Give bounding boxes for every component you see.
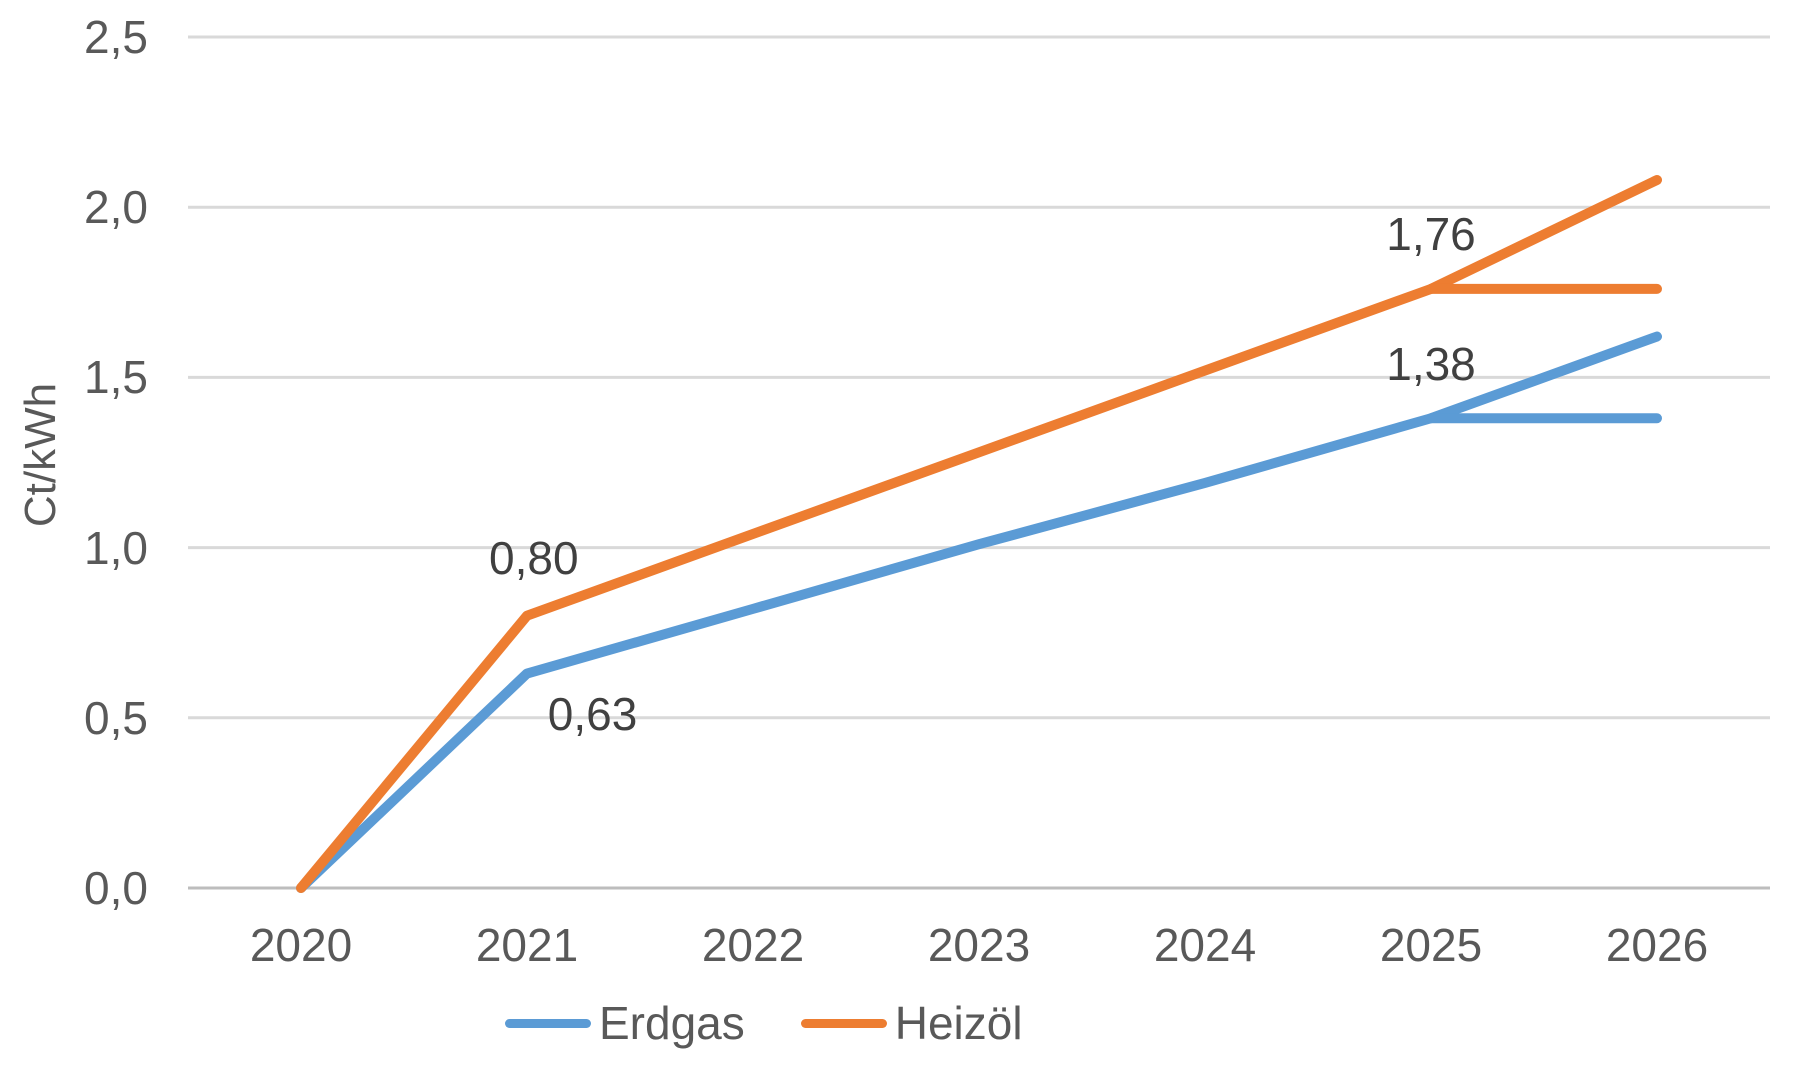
x-tick-label: 2026 [1605,919,1709,971]
legend: Erdgas Heizöl [505,1000,1023,1046]
y-tick-label: 0,0 [84,862,148,914]
legend-line-swatch [505,1018,591,1028]
data-label: 1,38 [1386,337,1476,390]
legend-item-heizoel: Heizöl [800,997,1023,1049]
legend-item-erdgas: Erdgas [505,1000,745,1046]
legend-label: Heizöl [894,997,1023,1049]
y-tick-label: 0,5 [84,691,148,744]
x-tick-label: 2020 [249,919,353,971]
y-tick-label: 1,0 [84,521,148,574]
x-tick-label: 2023 [927,919,1031,971]
legend-line-swatch [800,1018,887,1028]
y-tick-label: 2,5 [84,11,148,63]
x-tick-label: 2024 [1153,919,1257,971]
x-tick-label: 2021 [475,919,579,971]
x-tick-label: 2022 [701,919,805,971]
legend-label: Erdgas [599,997,745,1049]
data-label: 0,80 [489,531,579,584]
y-tick-label: 2,0 [84,181,148,234]
data-label: 0,63 [547,688,638,741]
data-label: 1,76 [1386,208,1476,261]
x-tick-label: 2025 [1379,919,1483,971]
y-axis-title: Ct/kWh [16,382,65,528]
y-tick-label: 1,5 [84,351,148,404]
